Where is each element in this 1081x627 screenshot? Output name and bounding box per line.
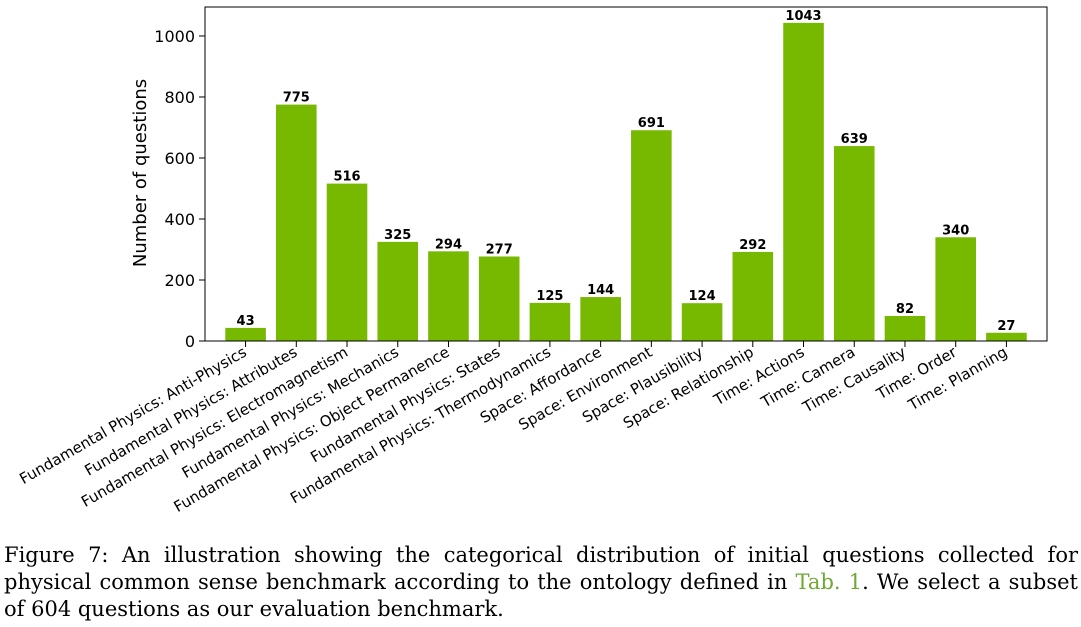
bars-layer bbox=[225, 22, 1027, 342]
bar-value-label-11: 292 bbox=[739, 238, 766, 253]
bar-13 bbox=[833, 146, 875, 341]
bar-value-label-16: 27 bbox=[997, 319, 1015, 334]
bar-10 bbox=[681, 303, 723, 341]
bar-16 bbox=[986, 332, 1027, 341]
data-labels-layer: 43 775 516 325 294 277 125 144 691 124 292 1043 639 8… bbox=[237, 9, 1016, 334]
bar-value-label-1: 43 bbox=[237, 314, 255, 329]
bar-7 bbox=[529, 302, 571, 341]
bar-6 bbox=[478, 256, 520, 341]
figure-caption: Figure 7: An illustration showing the ca… bbox=[4, 542, 1078, 623]
bar-value-label-15: 340 bbox=[942, 223, 969, 238]
bar-value-label-4: 325 bbox=[384, 228, 411, 243]
bar-4 bbox=[377, 241, 419, 341]
bar-value-label-8: 144 bbox=[587, 283, 614, 298]
caption-text-suffix: . We select a subset of 604 questions as… bbox=[4, 570, 1078, 621]
bar-value-label-2: 775 bbox=[283, 91, 310, 106]
y-tick-label-1000: 1000 bbox=[154, 27, 195, 46]
bar-9 bbox=[631, 130, 672, 341]
caption-table-reference-link[interactable]: Tab. 1 bbox=[795, 570, 863, 594]
y-tick-label-200: 200 bbox=[164, 271, 195, 290]
bar-1 bbox=[225, 327, 266, 341]
plot-frame bbox=[204, 6, 1048, 342]
bar-3 bbox=[326, 183, 368, 341]
bar-12 bbox=[783, 22, 824, 342]
bar-2 bbox=[276, 104, 317, 342]
bar-value-label-5: 294 bbox=[435, 237, 462, 252]
bar-value-label-9: 691 bbox=[638, 116, 665, 131]
bar-value-label-12: 1043 bbox=[785, 9, 821, 24]
bar-value-label-13: 639 bbox=[841, 132, 868, 147]
y-tick-label-600: 600 bbox=[164, 149, 195, 168]
y-tick-label-400: 400 bbox=[164, 210, 195, 229]
y-tick-label-800: 800 bbox=[164, 88, 195, 107]
bar-5 bbox=[428, 251, 469, 341]
y-axis-title: Number of questions bbox=[130, 79, 151, 267]
bar-chart: 43 775 516 325 294 277 125 144 691 124 292 1043 639 8… bbox=[16, 6, 1048, 516]
bar-14 bbox=[884, 315, 926, 341]
bar-value-label-10: 124 bbox=[689, 289, 716, 304]
bar-11 bbox=[732, 251, 774, 341]
bar-value-label-3: 516 bbox=[333, 170, 360, 185]
caption-text-prefix: Figure 7: An illustration showing the ca… bbox=[4, 543, 1078, 594]
y-tick-label-0: 0 bbox=[185, 332, 195, 351]
bar-8 bbox=[580, 297, 621, 341]
bar-value-label-14: 82 bbox=[896, 302, 914, 317]
bar-15 bbox=[935, 237, 976, 341]
bar-value-label-6: 277 bbox=[486, 243, 513, 258]
bar-value-label-7: 125 bbox=[536, 289, 563, 304]
